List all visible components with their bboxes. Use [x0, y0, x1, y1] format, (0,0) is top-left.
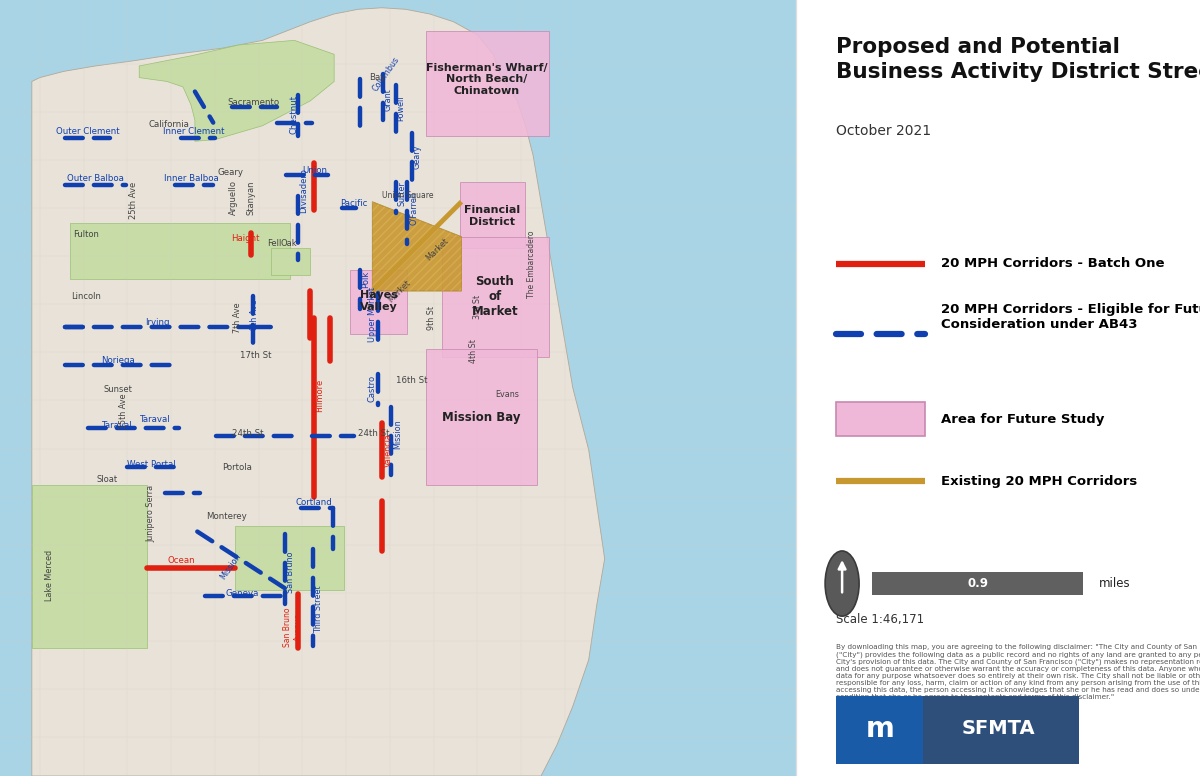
Text: Union Square: Union Square: [382, 191, 433, 200]
Text: Outer Balboa: Outer Balboa: [67, 174, 124, 183]
Text: Lincoln: Lincoln: [71, 292, 101, 301]
Bar: [442, 237, 548, 357]
Text: Divisadero: Divisadero: [300, 168, 308, 213]
Text: 7th Ave: 7th Ave: [233, 303, 241, 334]
Circle shape: [826, 551, 859, 616]
FancyBboxPatch shape: [836, 402, 925, 436]
Text: 25th Ave: 25th Ave: [130, 182, 138, 219]
Text: Castro: Castro: [368, 375, 377, 401]
Text: Valencia: Valencia: [384, 433, 392, 467]
Text: Geary: Geary: [413, 144, 421, 169]
Text: Fisherman's Wharf/
North Beach/
Chinatown: Fisherman's Wharf/ North Beach/ Chinatow…: [426, 63, 547, 95]
Text: Junipero Serra: Junipero Serra: [146, 485, 156, 542]
Text: Taraval: Taraval: [102, 421, 133, 430]
Text: Cortland: Cortland: [296, 498, 332, 508]
Text: 4th St: 4th St: [469, 339, 478, 362]
Bar: [872, 572, 1082, 595]
Text: Bay: Bay: [368, 73, 385, 82]
Polygon shape: [32, 485, 148, 648]
Text: Inner Balboa: Inner Balboa: [163, 174, 218, 183]
Text: m: m: [865, 715, 894, 743]
Text: O'Farrell: O'Farrell: [409, 192, 419, 224]
Polygon shape: [372, 202, 462, 291]
Text: By downloading this map, you are agreeing to the following disclaimer: "The City: By downloading this map, you are agreein…: [836, 644, 1200, 700]
Bar: [460, 182, 526, 248]
Text: Oak: Oak: [281, 239, 298, 248]
Text: SFMTA: SFMTA: [961, 719, 1036, 738]
Text: Polk: Polk: [361, 271, 371, 288]
Text: 24th St: 24th St: [233, 428, 264, 438]
Text: Financial
District: Financial District: [463, 205, 520, 227]
Text: Portola: Portola: [222, 462, 252, 472]
Text: Market: Market: [386, 278, 413, 304]
Text: 16th St: 16th St: [396, 376, 428, 385]
Bar: [836, 696, 1079, 764]
Text: 9th St: 9th St: [427, 307, 436, 330]
Text: Arguello: Arguello: [229, 180, 239, 216]
Text: Upper Market: Upper Market: [368, 287, 377, 341]
Polygon shape: [270, 248, 311, 275]
Text: Mission: Mission: [394, 420, 402, 449]
Text: Scale 1:46,171: Scale 1:46,171: [836, 613, 924, 626]
Text: Area for Future Study: Area for Future Study: [941, 413, 1104, 425]
Text: West Portal: West Portal: [127, 459, 175, 469]
Text: Ocean: Ocean: [168, 556, 196, 565]
Text: Hayes
Valley: Hayes Valley: [360, 290, 397, 312]
Text: miles: miles: [1099, 577, 1130, 590]
Text: Fulton: Fulton: [73, 230, 98, 239]
Text: Fell: Fell: [268, 239, 282, 248]
Text: Existing 20 MPH Corridors: Existing 20 MPH Corridors: [941, 475, 1138, 487]
Text: 15th Ave: 15th Ave: [119, 393, 128, 429]
Bar: [836, 696, 923, 764]
Text: 9th Ave: 9th Ave: [250, 299, 259, 330]
Text: Mission: Mission: [218, 552, 242, 581]
Polygon shape: [139, 40, 334, 141]
Text: California: California: [149, 120, 190, 129]
Text: The Embarcadero: The Embarcadero: [527, 230, 536, 297]
Text: Third Street: Third Street: [313, 585, 323, 633]
Text: San Bruno: San Bruno: [286, 552, 295, 594]
Text: 20 MPH Corridors - Batch One: 20 MPH Corridors - Batch One: [941, 258, 1165, 270]
Text: Lake Merced: Lake Merced: [44, 550, 54, 601]
Text: Union: Union: [301, 166, 326, 175]
Text: South
of
Market: South of Market: [472, 275, 518, 318]
Text: Geneva: Geneva: [226, 589, 259, 598]
Text: Taraval: Taraval: [140, 414, 170, 424]
Bar: [426, 349, 538, 485]
Text: Outer Clement: Outer Clement: [55, 127, 119, 137]
Polygon shape: [70, 223, 290, 279]
Text: Chestnut: Chestnut: [290, 95, 299, 134]
Text: 0.9: 0.9: [967, 577, 988, 590]
Text: Sunset: Sunset: [103, 385, 132, 394]
Bar: [350, 270, 407, 334]
Text: Pacific: Pacific: [341, 199, 367, 208]
Text: Stanyan: Stanyan: [247, 181, 256, 215]
Text: 24th St: 24th St: [358, 428, 390, 438]
Text: Sacramento: Sacramento: [227, 98, 280, 107]
Polygon shape: [235, 526, 343, 590]
Text: Mission Bay: Mission Bay: [442, 411, 521, 424]
Polygon shape: [32, 8, 605, 776]
Text: Columbus: Columbus: [371, 54, 401, 93]
Text: Proposed and Potential
Business Activity District Streets: Proposed and Potential Business Activity…: [836, 37, 1200, 82]
Text: Inner Clement: Inner Clement: [163, 127, 224, 137]
Text: Haight: Haight: [230, 234, 259, 243]
Text: Sloat: Sloat: [97, 475, 118, 484]
Text: 17th St: 17th St: [240, 351, 272, 360]
Text: Monterey: Monterey: [206, 511, 247, 521]
Bar: [426, 31, 548, 136]
Text: Noriega: Noriega: [101, 355, 134, 365]
Text: Sutter: Sutter: [397, 182, 407, 206]
Text: Evans: Evans: [496, 390, 520, 399]
Text: Powell: Powell: [396, 96, 406, 121]
Text: October 2021: October 2021: [836, 124, 931, 138]
Text: Fillmore: Fillmore: [316, 379, 324, 412]
Text: Irving: Irving: [145, 318, 169, 327]
Text: Market: Market: [425, 237, 451, 263]
Text: Geary: Geary: [217, 168, 244, 177]
Text: Grant: Grant: [384, 88, 392, 111]
Text: San Bruno
Avenue: San Bruno Avenue: [283, 608, 302, 646]
Text: 20 MPH Corridors - Eligible for Future
Consideration under AB43: 20 MPH Corridors - Eligible for Future C…: [941, 303, 1200, 331]
Text: 3rd St: 3rd St: [473, 294, 482, 319]
